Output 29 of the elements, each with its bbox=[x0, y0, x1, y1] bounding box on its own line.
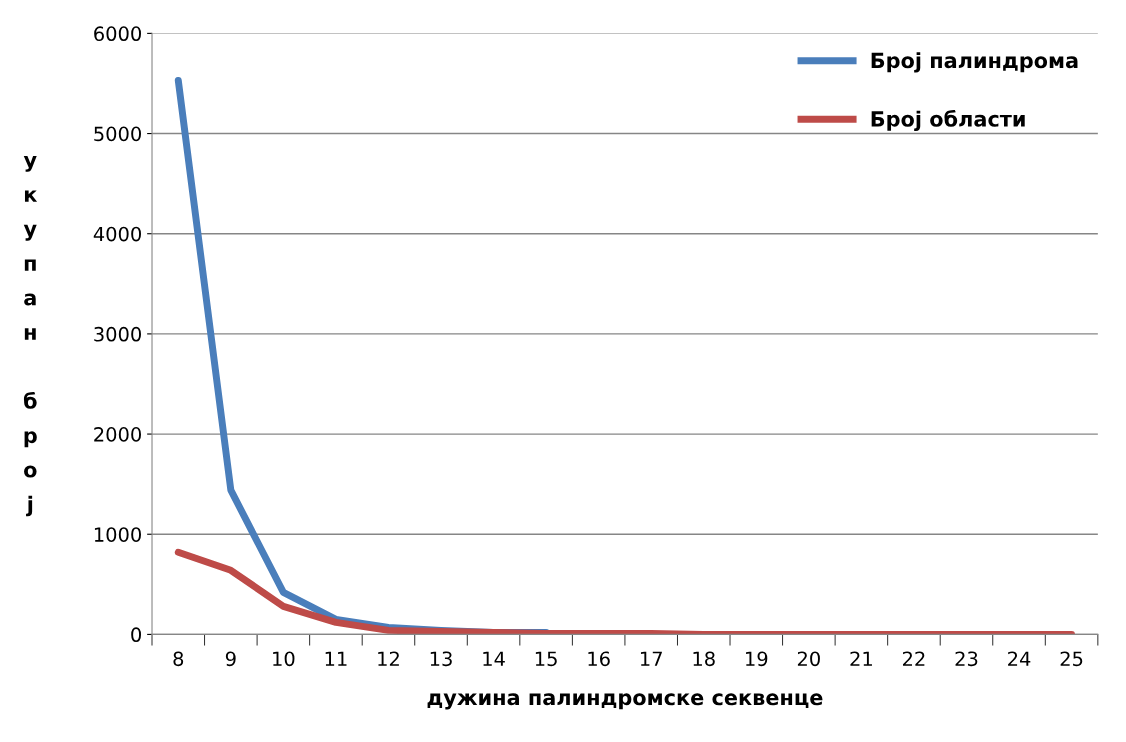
x-axis-title: дужина палиндромске секвенце bbox=[427, 693, 823, 710]
y-tick-label: 1000 bbox=[94, 527, 141, 542]
y-tick-label: 5000 bbox=[94, 126, 141, 142]
x-tick-label: 10 bbox=[273, 651, 295, 667]
x-tick-label: 16 bbox=[588, 651, 610, 667]
text: укупан број bbox=[23, 155, 38, 517]
x-tick-label: 15 bbox=[535, 651, 557, 667]
x-tick-label: 23 bbox=[955, 651, 978, 667]
x-tick-label: 18 bbox=[693, 651, 715, 667]
x-tick-label: 11 bbox=[325, 651, 347, 666]
x-tick-label: 9 bbox=[225, 651, 236, 667]
y-tick-label: 0 bbox=[131, 627, 141, 643]
x-tick-label: 20 bbox=[797, 651, 820, 667]
y-tick-label: 6000 bbox=[94, 26, 141, 42]
x-tick-label: 25 bbox=[1060, 651, 1083, 667]
x-tick-label: 14 bbox=[483, 651, 505, 666]
x-tick-label: 12 bbox=[378, 651, 399, 666]
x-tick-label: 17 bbox=[640, 651, 662, 666]
x-tick-label: 21 bbox=[850, 651, 872, 666]
legend-label: Број области bbox=[871, 109, 1025, 131]
legend-label: Број палиндрома bbox=[871, 52, 1078, 73]
x-tick-label: 19 bbox=[746, 651, 768, 667]
x-tick-label: 13 bbox=[430, 651, 452, 667]
y-tick-label: 2000 bbox=[94, 427, 141, 442]
x-tick-label: 8 bbox=[173, 651, 184, 667]
y-tick-label: 3000 bbox=[94, 326, 141, 342]
x-tick-label: 22 bbox=[902, 651, 925, 666]
x-tick-label: 24 bbox=[1008, 651, 1031, 666]
y-tick-label: 4000 bbox=[93, 226, 141, 242]
